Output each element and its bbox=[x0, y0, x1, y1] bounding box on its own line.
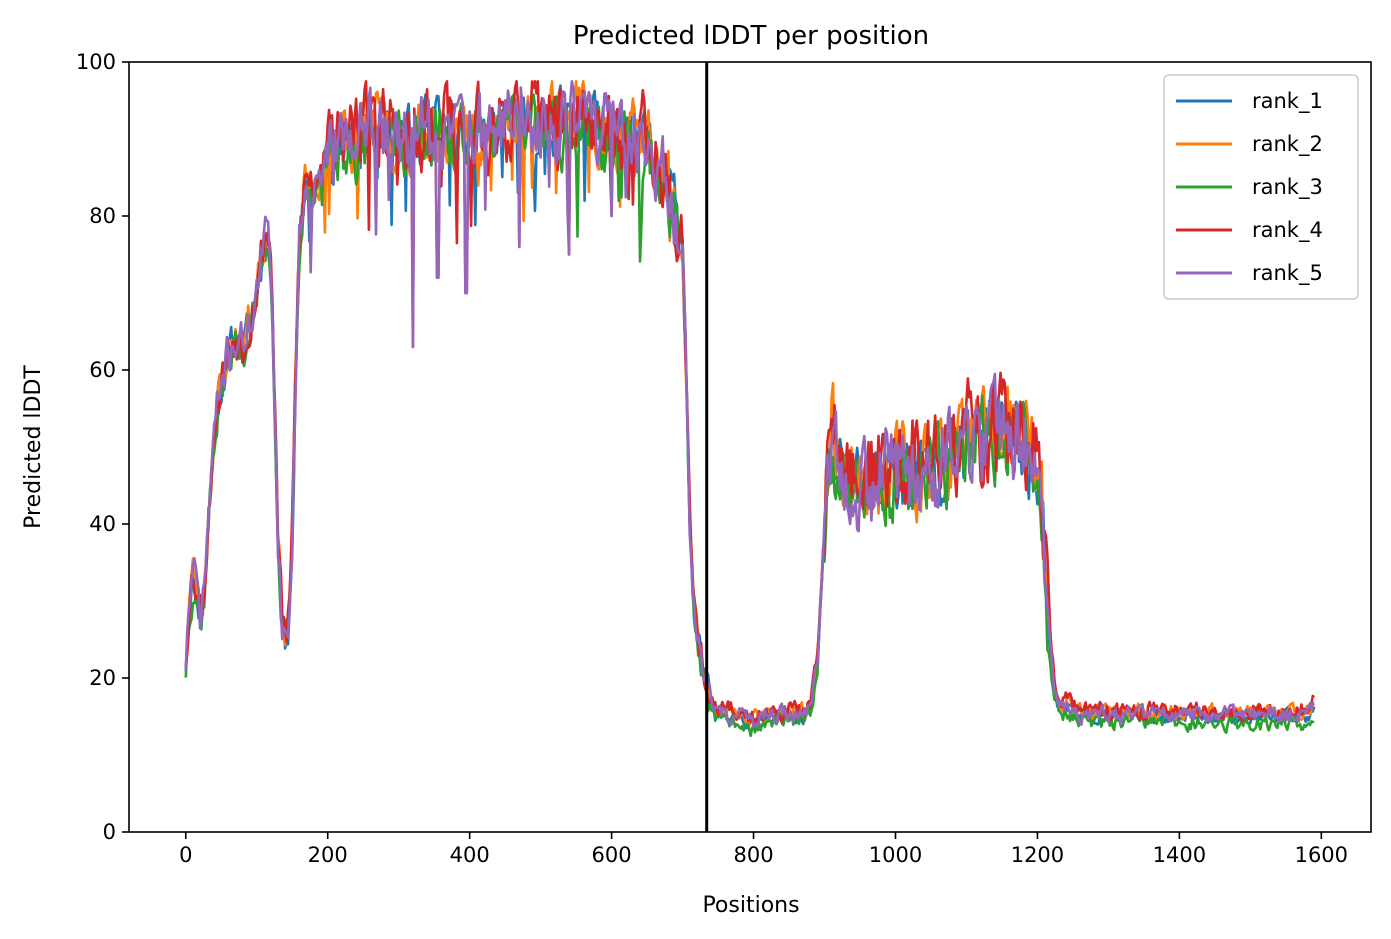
y-tick-label: 60 bbox=[89, 358, 116, 382]
chart-title: Predicted lDDT per position bbox=[573, 21, 929, 51]
legend-label: rank_5 bbox=[1252, 261, 1323, 286]
legend-label: rank_3 bbox=[1252, 175, 1323, 200]
x-tick-label: 1200 bbox=[1011, 843, 1064, 867]
x-tick-label: 1400 bbox=[1153, 843, 1206, 867]
x-tick-label: 600 bbox=[592, 843, 632, 867]
y-axis-title: Predicted lDDT bbox=[21, 365, 46, 529]
series-line-rank-5 bbox=[184, 80, 1315, 729]
y-tick-label: 20 bbox=[89, 666, 116, 690]
y-tick-label: 0 bbox=[103, 820, 116, 844]
legend: rank_1 rank_2 rank_3 rank_4 rank_5 bbox=[1163, 74, 1359, 300]
x-axis-title: Positions bbox=[702, 893, 799, 918]
y-tick-label: 100 bbox=[76, 50, 116, 74]
y-tick-label: 40 bbox=[89, 512, 116, 536]
x-tick-label: 1000 bbox=[869, 843, 922, 867]
plot-frame bbox=[128, 61, 1372, 833]
legend-label: rank_4 bbox=[1252, 218, 1323, 243]
x-axis: 0 200 400 600 800 1000 1200 1400 1600 bbox=[179, 832, 1348, 867]
x-tick-label: 0 bbox=[179, 843, 192, 867]
x-tick-label: 800 bbox=[734, 843, 774, 867]
series-line-rank-4 bbox=[184, 80, 1316, 726]
legend-box bbox=[1163, 74, 1359, 300]
x-tick-label: 200 bbox=[308, 843, 348, 867]
y-axis: 0 20 40 60 80 100 bbox=[76, 50, 129, 844]
y-tick-label: 80 bbox=[89, 204, 116, 228]
x-tick-label: 1600 bbox=[1295, 843, 1348, 867]
legend-label: rank_1 bbox=[1252, 89, 1323, 114]
legend-label: rank_2 bbox=[1252, 132, 1323, 157]
series-line-rank-3 bbox=[184, 93, 1315, 738]
series-layer bbox=[184, 80, 1316, 738]
x-tick-label: 400 bbox=[450, 843, 490, 867]
